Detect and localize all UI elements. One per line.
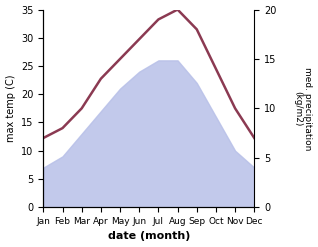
Y-axis label: med. precipitation
(kg/m2): med. precipitation (kg/m2) bbox=[293, 67, 313, 150]
Y-axis label: max temp (C): max temp (C) bbox=[5, 75, 16, 142]
X-axis label: date (month): date (month) bbox=[107, 231, 190, 242]
